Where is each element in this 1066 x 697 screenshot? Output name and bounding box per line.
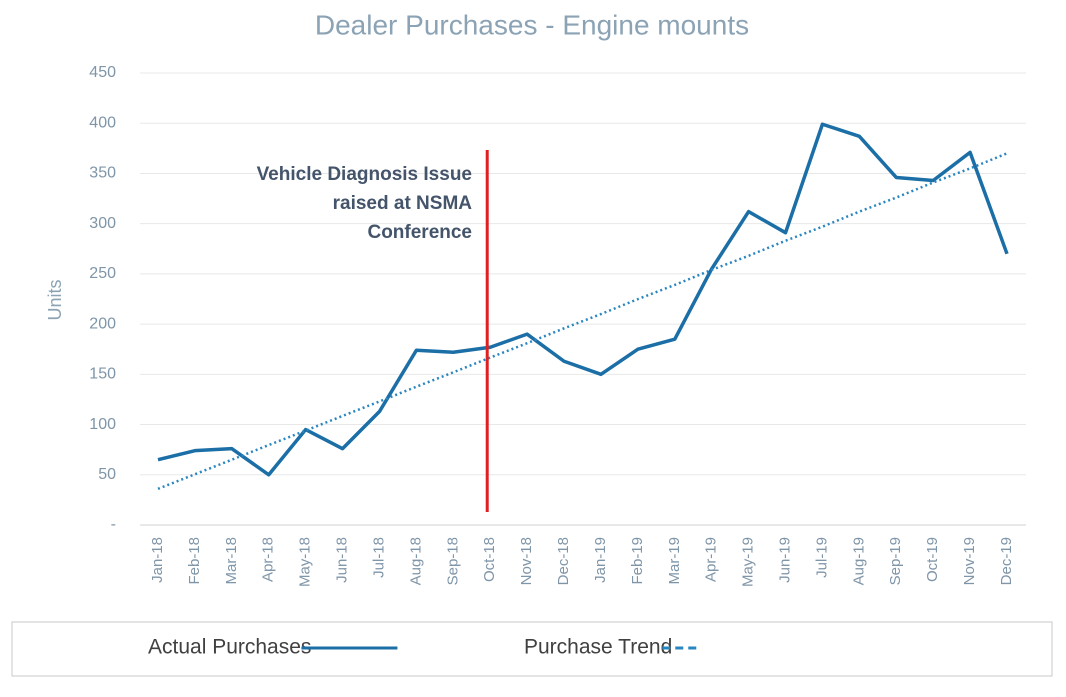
y-tick-label: - bbox=[111, 516, 116, 533]
x-tick-label: Apr-19 bbox=[703, 537, 720, 582]
legend-label: Actual Purchases bbox=[148, 636, 311, 659]
x-tick-label: Mar-18 bbox=[223, 537, 240, 585]
data-line bbox=[157, 122, 1009, 477]
y-tick-label: 250 bbox=[89, 265, 116, 282]
x-tick-label: Feb-18 bbox=[186, 537, 203, 585]
x-tick-label: Jan-18 bbox=[149, 537, 166, 583]
x-tick-label: Oct-18 bbox=[481, 537, 498, 582]
x-tick-label: Jun-19 bbox=[776, 537, 793, 583]
y-tick-label: 100 bbox=[89, 416, 116, 433]
chart-title: Dealer Purchases - Engine mounts bbox=[315, 9, 749, 40]
y-tick-label: 400 bbox=[89, 114, 116, 131]
x-tick-label: Sep-18 bbox=[444, 537, 461, 585]
x-tick-label: May-19 bbox=[740, 537, 757, 587]
y-tick-label: 350 bbox=[89, 165, 116, 182]
x-tick-label: May-18 bbox=[297, 537, 314, 587]
x-tick-label: Mar-19 bbox=[666, 537, 683, 585]
x-tick-label: Sep-19 bbox=[887, 537, 904, 585]
x-tick-label: Dec-18 bbox=[555, 537, 572, 585]
y-axis-label: Units bbox=[45, 279, 65, 320]
legend-label: Purchase Trend bbox=[524, 636, 672, 659]
legend-box bbox=[11, 621, 1053, 677]
x-tick-label: Jan-19 bbox=[592, 537, 609, 583]
annotation-text: Conference bbox=[367, 222, 472, 243]
x-tick-label: Jul-19 bbox=[813, 537, 830, 578]
x-tick-label: Dec-19 bbox=[998, 537, 1015, 585]
x-tick-label: Jul-18 bbox=[370, 537, 387, 578]
x-tick-label: Oct-19 bbox=[924, 537, 941, 582]
x-tick-label: Aug-19 bbox=[850, 537, 867, 585]
x-tick-label: Nov-19 bbox=[961, 537, 978, 585]
y-tick-label: 450 bbox=[89, 64, 116, 81]
annotation-text: Vehicle Diagnosis Issue bbox=[257, 164, 472, 185]
y-tick-label: 50 bbox=[98, 466, 116, 483]
x-tick-label: Feb-19 bbox=[629, 537, 646, 585]
data-line bbox=[157, 152, 1008, 491]
x-tick-label: Nov-18 bbox=[518, 537, 535, 585]
x-tick-label: Apr-18 bbox=[260, 537, 277, 582]
y-tick-label: 150 bbox=[89, 366, 116, 383]
x-tick-label: Aug-18 bbox=[407, 537, 424, 585]
x-tick-label: Jun-18 bbox=[334, 537, 351, 583]
y-tick-label: 300 bbox=[89, 215, 116, 232]
annotation-text: raised at NSMA bbox=[333, 193, 473, 214]
y-tick-label: 200 bbox=[89, 315, 116, 332]
